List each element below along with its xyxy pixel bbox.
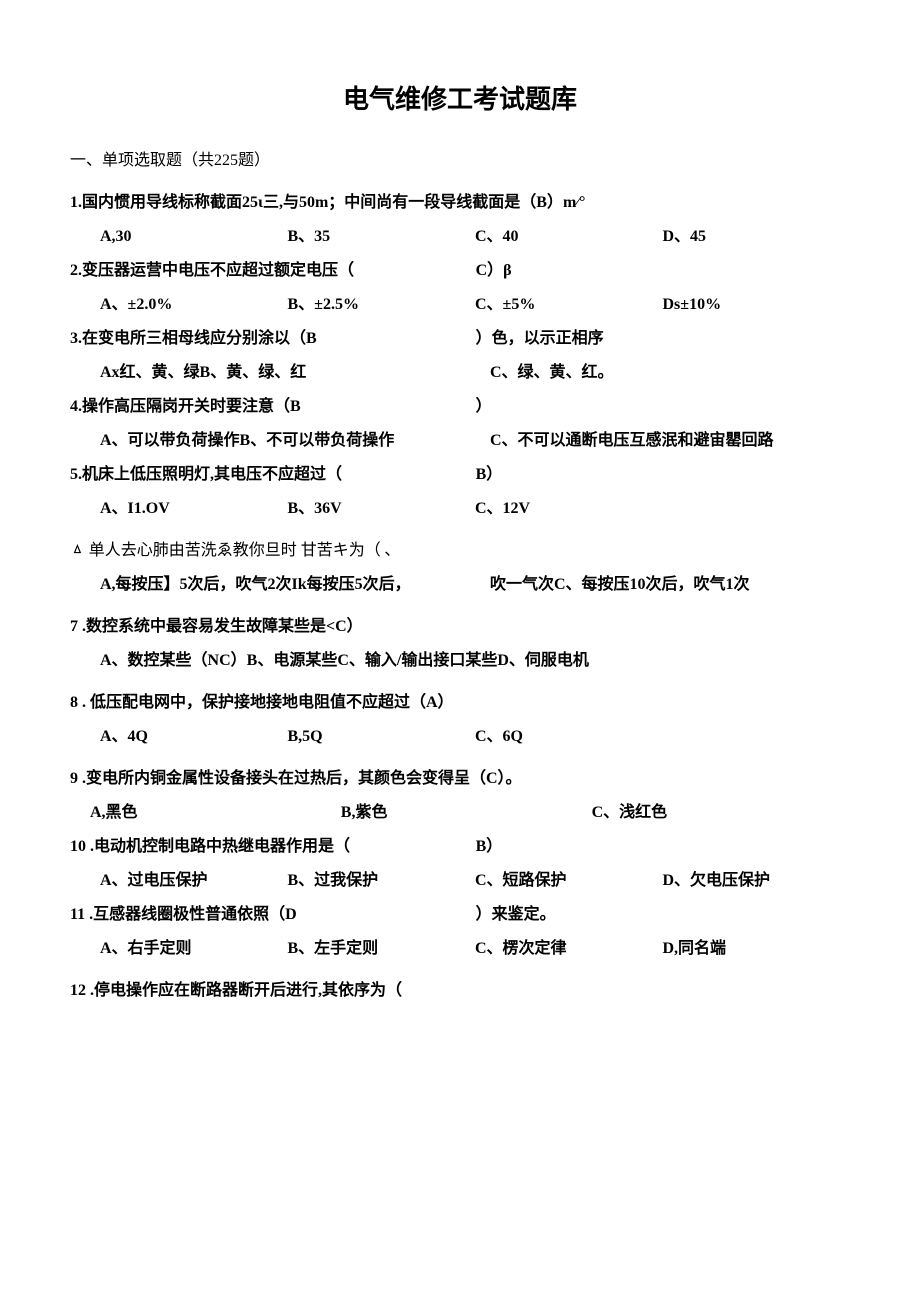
q5-stem-right: B）: [476, 463, 850, 487]
q4-stem-row: 4.操作高压隔岗开关时要注意（B ）: [70, 395, 850, 419]
q10-stem-row: 10 .电动机控制电路中热继电器作用是（ B）: [70, 835, 850, 859]
q2-opt-a: A、±2.0%: [100, 293, 288, 317]
q10-opt-c: C、短路保护: [475, 869, 663, 893]
q11-stem-right: ）来鉴定。: [476, 903, 850, 927]
q5-stem-left: 5.机床上低压照明灯,其电压不应超过（: [70, 463, 444, 487]
q4-opt-ab: A、可以带负荷操作B、不可以带负荷操作: [100, 429, 460, 453]
q9-opt-c: C、浅红色: [592, 801, 843, 825]
q1-opt-d: D、45: [663, 225, 851, 249]
q8-opt-a: A、4Q: [100, 725, 288, 749]
q9-opt-a: A,黑色: [90, 801, 341, 825]
q11-options: A、右手定则 B、左手定则 C、楞次定律 D,同名端: [100, 937, 850, 961]
q4-options: A、可以带负荷操作B、不可以带负荷操作 C、不可以通断电压互感泯和避宙罌回路: [100, 429, 850, 453]
q1-options: A,30 B、35 C、40 D、45: [100, 225, 850, 249]
q5-opt-c: C、12V: [475, 497, 663, 521]
q11-opt-a: A、右手定则: [100, 937, 288, 961]
q1-stem: 1.国内惯用导线标称截面25ι三,与50m；中间尚有一段导线截面是（B）m⁄°: [70, 191, 850, 215]
q7-options: A、数控某些（NC）B、电源某些C、输入/输出接口某些D、伺服电机: [100, 649, 850, 673]
q4-stem-left: 4.操作高压隔岗开关时要注意（B: [70, 395, 444, 419]
q11-opt-c: C、楞次定律: [475, 937, 663, 961]
q4-opt-c: C、不可以通断电压互感泯和避宙罌回路: [490, 429, 850, 453]
q8-stem: 8 . 低压配电网中，保护接地接地电阻值不应超过（A）: [70, 691, 850, 715]
q10-opt-d: D、欠电压保护: [663, 869, 851, 893]
q10-options: A、过电压保护 B、过我保护 C、短路保护 D、欠电压保护: [100, 869, 850, 893]
q11-opt-b: B、左手定则: [288, 937, 476, 961]
q3-options: Ax红、黄、绿B、黄、绿、红 C、绿、黄、红。: [100, 361, 850, 385]
q11-stem-left: 11 .互感器线圈极性普通依照（D: [70, 903, 444, 927]
q10-opt-a: A、过电压保护: [100, 869, 288, 893]
q7-stem: 7 .数控系统中最容易发生故障某些是<C）: [70, 615, 850, 639]
q2-opt-d: Ds±10%: [663, 293, 851, 317]
q5-opt-a: A、I1.OV: [100, 497, 288, 521]
q1-opt-c: C、40: [475, 225, 663, 249]
q10-stem-right: B）: [476, 835, 850, 859]
q9-opt-b: B,紫色: [341, 801, 592, 825]
q3-stem-row: 3.在变电所三相母线应分别涂以（B ）色，以示正相序: [70, 327, 850, 351]
q7-opts-inline: A、数控某些（NC）B、电源某些C、输入/输出接口某些D、伺服电机: [100, 649, 589, 673]
section-heading: 一、单项选取题（共225题）: [70, 149, 850, 173]
q8-options: A、4Q B,5Q C、6Q: [100, 725, 850, 749]
q10-opt-b: B、过我保护: [288, 869, 476, 893]
q2-opt-c: C、±5%: [475, 293, 663, 317]
q11-opt-d: D,同名端: [663, 937, 851, 961]
q2-stem-left: 2.变压器运营中电压不应超过额定电压（: [70, 259, 444, 283]
q2-stem-right: C）β: [476, 259, 850, 283]
q8-opt-b: B,5Q: [288, 725, 476, 749]
q6-opt-right: 吹一气次C、每按压10次后，吹气1次: [490, 573, 850, 597]
q2-opt-b: B、±2.5%: [288, 293, 476, 317]
q6-opt-left: A,每按压】5次后，吹气2次Ik每按压5次后，: [100, 573, 460, 597]
q1-opt-a: A,30: [100, 225, 288, 249]
q5-stem-row: 5.机床上低压照明灯,其电压不应超过（ B）: [70, 463, 850, 487]
q5-opt-b: B、36V: [288, 497, 476, 521]
q1-opt-b: B、35: [288, 225, 476, 249]
q3-opt-ab: Ax红、黄、绿B、黄、绿、红: [100, 361, 460, 385]
q11-stem-row: 11 .互感器线圈极性普通依照（D ）来鉴定。: [70, 903, 850, 927]
q6-options: A,每按压】5次后，吹气2次Ik每按压5次后， 吹一气次C、每按压10次后，吹气…: [100, 573, 850, 597]
q9-stem: 9 .变电所内铜金属性设备接头在过热后，其颜色会变得呈（C）。: [70, 767, 850, 791]
q12-stem: 12 .停电操作应在断路器断开后进行,其依序为（: [70, 979, 850, 1003]
q3-opt-c: C、绿、黄、红。: [490, 361, 850, 385]
q3-stem-right: ）色，以示正相序: [476, 327, 850, 351]
q2-options: A、±2.0% B、±2.5% C、±5% Ds±10%: [100, 293, 850, 317]
q5-options: A、I1.OV B、36V C、12V: [100, 497, 850, 521]
page-title: 电气维修工考试题库: [70, 80, 850, 119]
q2-stem-row: 2.变压器运营中电压不应超过额定电压（ C）β: [70, 259, 850, 283]
q6-stem: ㅿ 单人去心肺由苦洗ゑ教你旦时 甘苦キ为（ ､: [70, 539, 850, 563]
q10-stem-left: 10 .电动机控制电路中热继电器作用是（: [70, 835, 444, 859]
q9-options: A,黑色 B,紫色 C、浅红色: [90, 801, 850, 825]
q3-stem-left: 3.在变电所三相母线应分别涂以（B: [70, 327, 444, 351]
q4-stem-right: ）: [476, 395, 850, 419]
q8-opt-c: C、6Q: [475, 725, 663, 749]
